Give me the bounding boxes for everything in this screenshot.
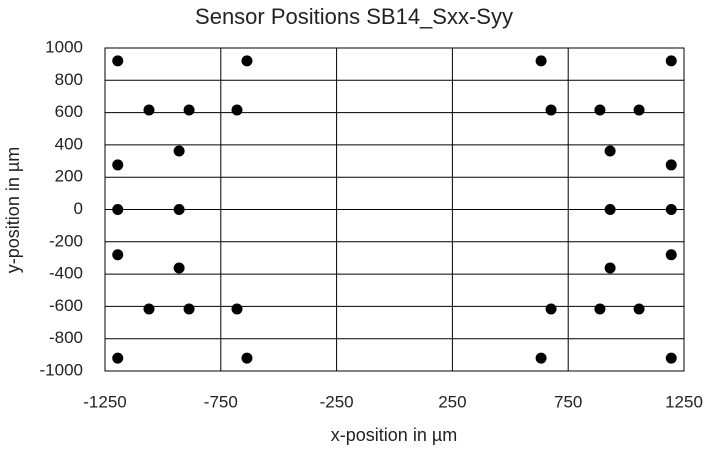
point <box>112 249 124 261</box>
point <box>143 303 155 315</box>
y-tick-label: -600 <box>49 296 83 315</box>
point <box>173 204 185 215</box>
y-tick-label: 0 <box>74 199 83 218</box>
y-tick-label: -1000 <box>40 360 83 379</box>
point <box>604 145 616 157</box>
point <box>665 204 677 215</box>
point <box>665 249 677 261</box>
y-tick-label: 600 <box>55 102 83 121</box>
point <box>604 262 616 274</box>
point <box>231 303 243 315</box>
point <box>665 55 677 67</box>
point <box>241 352 253 364</box>
point <box>183 303 195 315</box>
point <box>112 159 124 171</box>
point <box>665 159 677 171</box>
point <box>594 303 606 315</box>
x-tick-label: -750 <box>204 392 238 411</box>
y-tick-label: 1000 <box>45 37 83 56</box>
point <box>112 204 124 215</box>
point <box>112 352 124 364</box>
point <box>665 352 677 364</box>
x-tick-label: -1250 <box>83 392 126 411</box>
x-tick-label: 750 <box>554 392 582 411</box>
y-tick-label: 400 <box>55 134 83 153</box>
point <box>241 55 253 67</box>
x-axis-label: x-position in µm <box>331 425 457 445</box>
y-tick-label: -400 <box>49 264 83 283</box>
point <box>535 55 547 67</box>
x-tick-label: 250 <box>438 392 466 411</box>
x-tick-label: 1250 <box>665 392 703 411</box>
point <box>545 104 557 116</box>
chart-title: Sensor Positions SB14_Sxx-Syy <box>195 4 513 29</box>
point <box>633 303 645 315</box>
point <box>633 104 645 116</box>
point <box>594 104 606 116</box>
point <box>604 204 616 215</box>
point <box>143 104 155 116</box>
x-tick-label: -250 <box>320 392 354 411</box>
y-tick-label: 200 <box>55 167 83 186</box>
y-tick-label: 800 <box>55 70 83 89</box>
y-tick-label: -800 <box>49 328 83 347</box>
point <box>535 352 547 364</box>
point <box>173 145 185 157</box>
point <box>183 104 195 116</box>
point <box>173 262 185 274</box>
point <box>112 55 124 67</box>
y-tick-label: -200 <box>49 231 83 250</box>
point <box>545 303 557 315</box>
point <box>231 104 243 116</box>
y-axis-label: y-position in µm <box>3 147 23 273</box>
